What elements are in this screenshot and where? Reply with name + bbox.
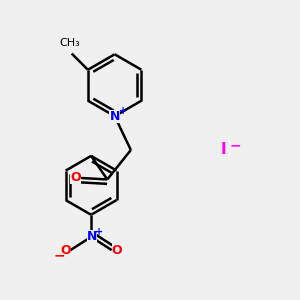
Text: −: −: [53, 248, 65, 262]
Text: N: N: [110, 110, 120, 123]
Text: −: −: [230, 139, 241, 153]
Text: O: O: [70, 171, 81, 184]
Text: CH₃: CH₃: [60, 38, 81, 48]
Text: +: +: [95, 226, 104, 237]
Text: I: I: [221, 142, 226, 158]
Text: +: +: [119, 106, 127, 116]
Text: O: O: [60, 244, 70, 256]
Text: N: N: [87, 230, 97, 243]
Text: O: O: [112, 244, 122, 256]
